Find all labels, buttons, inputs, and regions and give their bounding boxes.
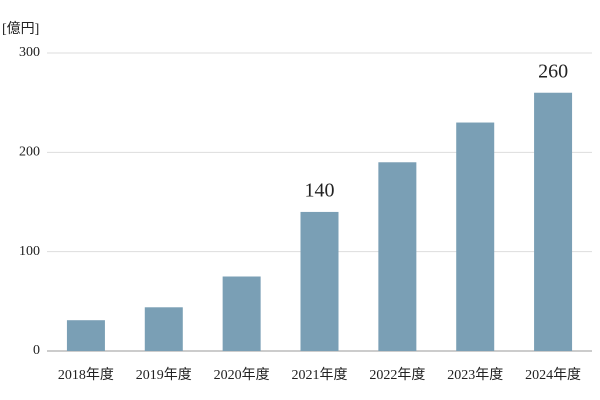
bar xyxy=(222,276,261,351)
x-tick-label: 2018年度 xyxy=(58,367,114,383)
x-tick-label: 2020年度 xyxy=(214,367,270,383)
y-tick-label: 100 xyxy=(19,244,40,259)
value-label: 260 xyxy=(538,60,568,82)
x-tick-label: 2019年度 xyxy=(136,367,192,383)
unit-label: [億円] xyxy=(2,21,39,37)
bar xyxy=(66,320,105,351)
bar xyxy=(456,122,495,352)
x-tick-label: 2024年度 xyxy=(525,367,581,383)
bar xyxy=(378,162,417,351)
x-tick-label: 2021年度 xyxy=(292,367,348,383)
bar xyxy=(300,211,339,351)
y-tick-label: 200 xyxy=(19,145,40,160)
y-tick-label: 0 xyxy=(33,343,40,358)
bar xyxy=(144,307,183,351)
x-tick-label: 2022年度 xyxy=(369,367,425,383)
x-tick-label: 2023年度 xyxy=(447,367,503,383)
bar xyxy=(534,92,573,351)
y-tick-label: 300 xyxy=(19,45,40,60)
value-label: 140 xyxy=(305,180,335,202)
